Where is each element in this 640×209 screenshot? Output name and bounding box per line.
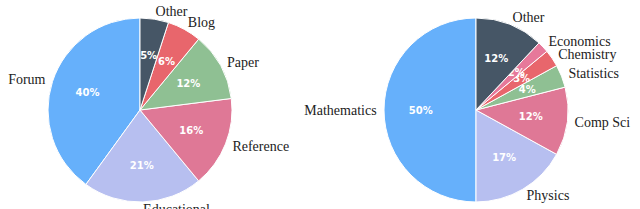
data-label: 12% xyxy=(519,111,543,122)
slice-label: Paper xyxy=(227,55,259,70)
data-label: 6% xyxy=(158,56,175,67)
pie-slice xyxy=(384,18,476,202)
pie-slice xyxy=(476,18,539,110)
data-label: 16% xyxy=(179,125,203,136)
data-label: 12% xyxy=(484,53,508,64)
pie-chart: Mathematics 50% Physics 17% Comp Sci 12% Stati… xyxy=(304,10,630,203)
data-label: 21% xyxy=(130,160,154,171)
slice-label: Statistics xyxy=(568,66,619,81)
pie-slice xyxy=(140,18,168,110)
data-label: 50% xyxy=(409,105,433,116)
pie-slice xyxy=(140,98,232,180)
data-label: 17% xyxy=(492,152,516,163)
slice-label: Comp Sci xyxy=(575,115,631,130)
pie-chart: Forum 40% Educational 21% Reference 16% Paper 1… xyxy=(8,4,289,209)
slice-label: Other xyxy=(513,10,545,25)
slice-label: Economics xyxy=(548,34,610,49)
data-label: 4% xyxy=(519,84,536,95)
data-label: 12% xyxy=(176,78,200,89)
slice-label: Other xyxy=(156,4,188,19)
slice-label: Reference xyxy=(232,139,289,154)
slice-label: Physics xyxy=(527,188,570,203)
slice-label: Blog xyxy=(188,15,215,30)
data-label: 5% xyxy=(140,50,157,61)
slice-label: Educational xyxy=(143,202,210,209)
chart-canvas: Forum 40% Educational 21% Reference 16% Paper 1… xyxy=(0,0,640,209)
slice-label: Mathematics xyxy=(304,103,376,118)
slice-label: Forum xyxy=(8,72,45,87)
data-label: 40% xyxy=(76,87,100,98)
